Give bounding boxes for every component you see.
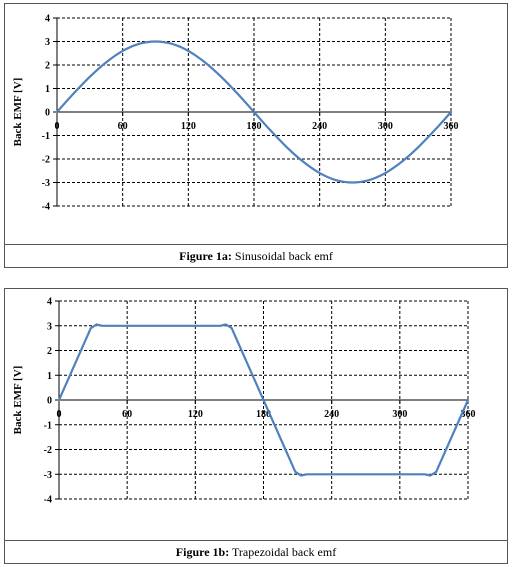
- y-tick-label: 2: [47, 346, 52, 357]
- y-axis-label: Back EMF [V]: [12, 78, 24, 147]
- figure-1a-caption: Figure 1a: Sinusoidal back emf: [5, 244, 507, 267]
- x-tick-label: 120: [188, 409, 203, 420]
- x-tick-label: 360: [444, 121, 459, 132]
- x-tick-label: 60: [118, 121, 128, 132]
- figure-1b-caption-label: Figure 1b:: [175, 545, 230, 559]
- y-tick-label: -2: [42, 155, 50, 166]
- y-tick-label: 3: [45, 37, 50, 48]
- x-tick-label: 360: [461, 409, 476, 420]
- x-tick-label: 240: [324, 409, 339, 420]
- y-tick-label: 0: [47, 396, 52, 407]
- y-tick-label: 4: [47, 297, 52, 308]
- y-tick-label: 2: [45, 61, 50, 72]
- y-tick-label: 3: [47, 321, 52, 332]
- y-axis-label: Back EMF [V]: [12, 366, 24, 435]
- y-tick-label: 0: [45, 108, 50, 119]
- y-tick-label: 4: [45, 14, 50, 25]
- y-tick-label: 1: [47, 371, 52, 382]
- figure-1b-caption: Figure 1b: Trapezoidal back emf: [5, 540, 507, 563]
- x-tick-label: 180: [247, 121, 262, 132]
- y-tick-label: -3: [44, 470, 52, 481]
- y-tick-label: 1: [45, 84, 50, 95]
- figure-1a-caption-label: Figure 1a:: [179, 249, 232, 263]
- y-tick-label: -4: [42, 202, 50, 213]
- x-tick-label: 60: [122, 409, 132, 420]
- y-tick-label: -3: [42, 178, 50, 189]
- y-tick-label: -4: [44, 495, 52, 506]
- y-tick-label: -1: [42, 131, 50, 142]
- series-line: [55, 40, 453, 184]
- x-tick-label: 240: [312, 121, 327, 132]
- x-tick-label: 300: [392, 409, 407, 420]
- y-tick-label: -1: [44, 420, 52, 431]
- series-line: [57, 323, 470, 477]
- x-tick-label: 120: [181, 121, 196, 132]
- x-tick-label: 180: [256, 409, 271, 420]
- x-tick-label: 300: [378, 121, 393, 132]
- figure-1a-caption-text: Sinusoidal back emf: [231, 249, 333, 263]
- figure-1b-caption-text: Trapezoidal back emf: [229, 545, 337, 559]
- y-tick-label: -2: [44, 445, 52, 456]
